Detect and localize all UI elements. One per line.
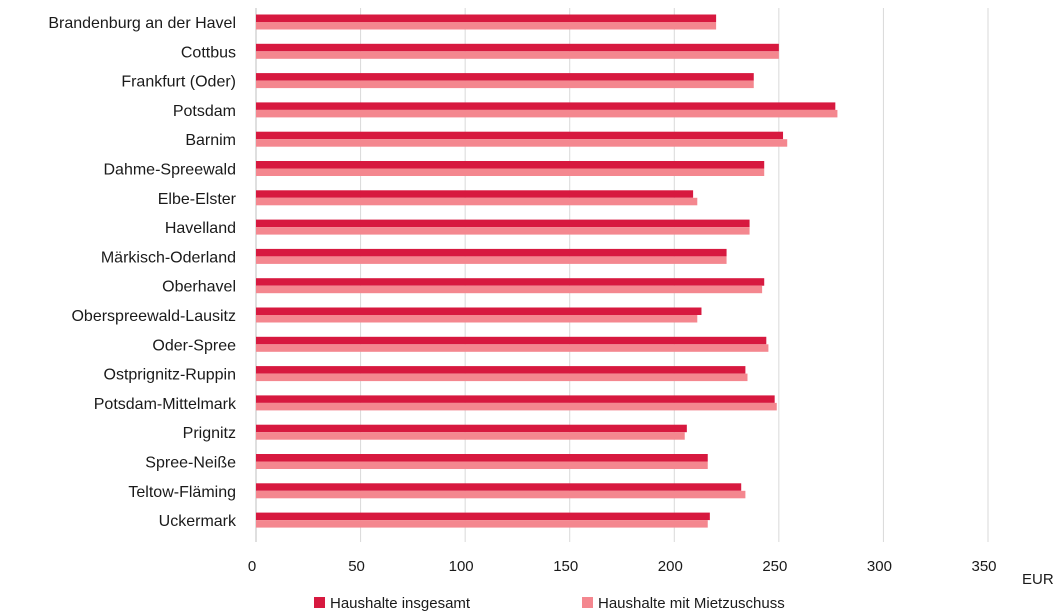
legend-label-2: Haushalte mit Mietzuschuss <box>598 595 785 612</box>
bar-mietzuschuss <box>256 285 763 294</box>
category-label: Potsdam-Mittelmark <box>94 396 237 413</box>
bar-insgesamt <box>256 14 717 22</box>
category-label: Ostprignitz-Ruppin <box>104 367 237 384</box>
category-label: Spree-Neiße <box>145 455 236 472</box>
x-tick-label: 300 <box>867 558 892 575</box>
category-labels: Brandenburg an der Havel Cottbus Frankfurt… <box>48 15 237 530</box>
bar-insgesamt <box>256 73 754 81</box>
category-label: Märkisch-Oderland <box>101 249 236 266</box>
legend: Haushalte insgesamt Haushalte mit Mietzus… <box>314 595 785 612</box>
bar-mietzuschuss <box>256 402 777 411</box>
bar-insgesamt <box>256 278 765 286</box>
category-label: Havelland <box>165 220 236 237</box>
bar-mietzuschuss <box>256 373 748 382</box>
x-axis-unit-label: EUR <box>1022 571 1054 588</box>
bar-insgesamt <box>256 307 702 315</box>
category-label: Teltow-Fläming <box>128 484 236 501</box>
category-label: Cottbus <box>181 44 236 61</box>
x-tick-label: 150 <box>553 558 578 575</box>
bar-mietzuschuss <box>256 227 750 235</box>
x-tick-label: 0 <box>248 558 256 575</box>
category-label: Barnim <box>185 132 236 149</box>
x-tick-label: 350 <box>971 558 996 575</box>
bar-mietzuschuss <box>256 520 708 528</box>
x-tick-label: 200 <box>658 558 683 575</box>
bar-insgesamt <box>256 131 784 140</box>
gridlines <box>255 8 989 542</box>
category-label: Frankfurt (Oder) <box>121 74 236 91</box>
bar-mietzuschuss <box>256 22 717 30</box>
bar-mietzuschuss <box>256 51 779 59</box>
x-tick-label: 50 <box>348 558 365 575</box>
bar-mietzuschuss <box>256 315 698 323</box>
legend-swatch-2 <box>582 597 593 608</box>
bar-mietzuschuss <box>256 168 765 176</box>
bar-mietzuschuss <box>256 197 698 206</box>
bars <box>256 14 838 528</box>
category-label: Oberspreewald-Lausitz <box>71 308 236 325</box>
bar-mietzuschuss <box>256 109 838 118</box>
legend-swatch-1 <box>314 597 325 608</box>
bar-insgesamt <box>256 43 779 52</box>
bar-insgesamt <box>256 366 746 374</box>
bar-insgesamt <box>256 395 775 403</box>
bar-mietzuschuss <box>256 139 788 147</box>
bar-insgesamt <box>256 248 727 257</box>
category-label: Oder-Spree <box>152 337 236 354</box>
bar-insgesamt <box>256 336 767 345</box>
bar-insgesamt <box>256 512 710 521</box>
bar-mietzuschuss <box>256 461 708 469</box>
category-label: Potsdam <box>173 103 236 120</box>
category-label: Elbe-Elster <box>158 191 237 208</box>
bar-insgesamt <box>256 102 836 110</box>
bar-mietzuschuss <box>256 432 685 440</box>
legend-label-1: Haushalte insgesamt <box>330 595 471 612</box>
x-axis-tick-labels: 0 50 100 150 200 250 300 350 <box>248 558 997 575</box>
x-tick-label: 250 <box>762 558 787 575</box>
bar-mietzuschuss <box>256 80 754 89</box>
x-tick-label: 100 <box>449 558 474 575</box>
bar-insgesamt <box>256 483 742 491</box>
bar-mietzuschuss <box>256 256 727 264</box>
category-label: Uckermark <box>159 513 237 530</box>
bar-insgesamt <box>256 454 708 462</box>
category-label: Brandenburg an der Havel <box>48 15 236 32</box>
bar-insgesamt <box>256 190 694 198</box>
bar-insgesamt <box>256 219 750 228</box>
category-label: Prignitz <box>183 425 236 442</box>
bar-insgesamt <box>256 161 765 169</box>
category-label: Oberhavel <box>162 279 236 296</box>
category-label: Dahme-Spreewald <box>103 162 236 179</box>
bar-mietzuschuss <box>256 490 746 499</box>
bar-insgesamt <box>256 424 687 433</box>
bar-mietzuschuss <box>256 344 769 352</box>
